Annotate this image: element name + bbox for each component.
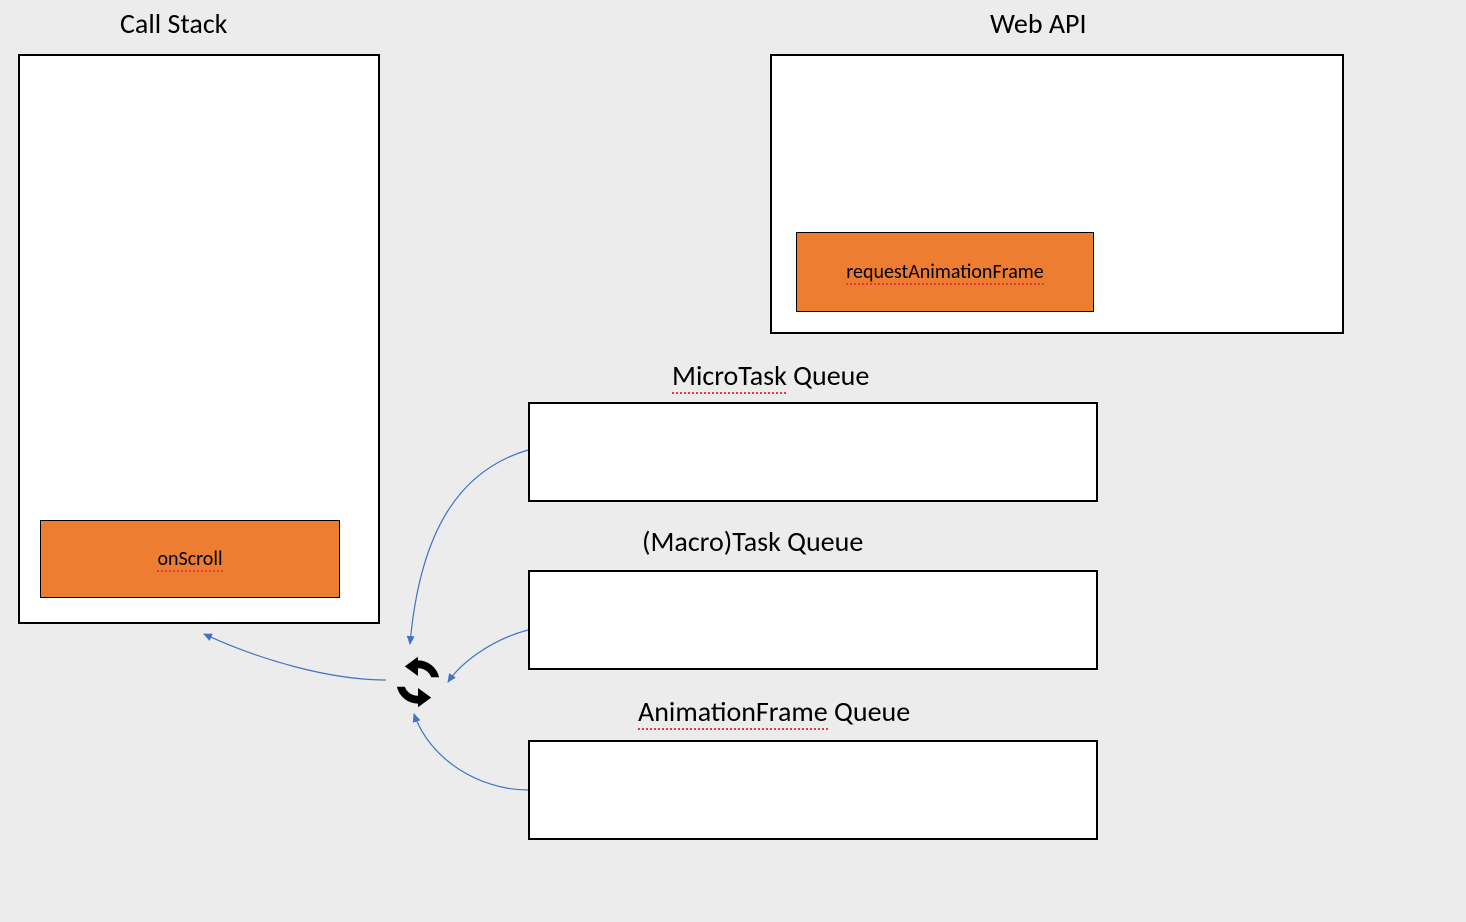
event-loop-icon xyxy=(388,652,448,712)
microtask-title: MicroTask Queue xyxy=(672,358,869,393)
raf-label: requestAnimationFrame xyxy=(846,260,1043,285)
arrow-animframe-to-loop xyxy=(414,714,528,790)
onscroll-label: onScroll xyxy=(157,547,222,572)
animationframe-title-prefix: AnimationFrame xyxy=(638,694,828,730)
arrow-macrotask-to-loop xyxy=(448,630,528,682)
microtask-box xyxy=(528,402,1098,502)
animationframe-title: AnimationFrame Queue xyxy=(638,694,910,729)
macrotask-box xyxy=(528,570,1098,670)
web-api-title: Web API xyxy=(990,6,1087,41)
arrow-microtask-to-loop xyxy=(410,450,528,644)
microtask-title-prefix: MicroTask xyxy=(672,358,787,394)
raf-block: requestAnimationFrame xyxy=(796,232,1094,312)
call-stack-title: Call Stack xyxy=(120,6,227,41)
animationframe-title-suffix: Queue xyxy=(828,694,910,729)
macrotask-title: (Macro)Task Queue xyxy=(642,524,863,559)
onscroll-block: onScroll xyxy=(40,520,340,598)
animationframe-box xyxy=(528,740,1098,840)
arrow-loop-to-callstack xyxy=(204,634,386,680)
microtask-title-suffix: Queue xyxy=(787,358,869,393)
